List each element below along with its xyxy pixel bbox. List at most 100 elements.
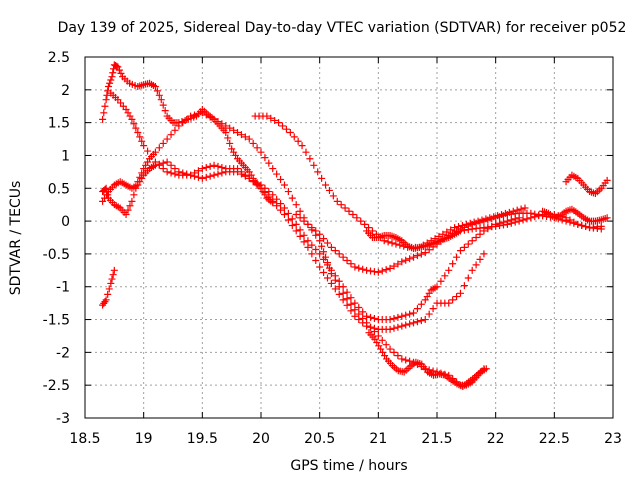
y-tick-label: -3 [56,411,70,427]
data-point [515,217,523,225]
data-point [318,242,326,250]
data-point [417,250,425,258]
data-point [347,300,355,308]
data-point [331,247,339,255]
data-point [582,223,590,231]
data-point [482,365,490,373]
data-point [476,255,484,263]
data-point [476,218,484,226]
data-point [349,211,357,219]
data-point [325,186,333,194]
y-tick-label: 2.5 [48,50,70,66]
data-point [226,124,234,132]
data-point [312,246,320,254]
data-point [480,250,488,258]
data-point [128,197,136,205]
data-point [298,142,306,150]
data-point [210,171,218,179]
x-tick-label: 23 [604,431,622,447]
data-point [318,174,326,182]
data-point [335,290,343,298]
data-point [249,139,257,147]
data-point [499,212,507,220]
data-point [234,128,242,136]
data-point [245,135,253,143]
y-tick-label: 0.5 [48,181,70,197]
data-point [370,314,378,322]
data-point [327,243,335,251]
x-tick-labels: 18.5 19 19.5 20 20.5 21 21.5 22 22.5 23 [69,431,622,447]
data-point [253,144,261,152]
data-point [280,181,288,189]
data-point [374,268,382,276]
data-point [134,128,142,136]
data-point [159,165,167,173]
data-point [347,307,355,315]
data-point [191,172,199,180]
chart-title: Day 139 of 2025, Sidereal Day-to-day VTE… [58,20,627,36]
data-point [496,213,504,221]
data-point [413,252,421,260]
data-point [214,162,222,170]
data-point [521,204,529,212]
x-tick-label: 20 [252,431,270,447]
data-point [179,119,187,127]
data-point [429,305,437,313]
data-point [359,308,367,316]
data-point [167,131,175,139]
data-point [292,227,300,235]
data-point [562,214,570,222]
series-satellite-track-5 [251,112,529,251]
data-point [488,215,496,223]
data-point [214,118,222,126]
data-point [296,232,304,240]
data-point [302,148,310,156]
data-point [355,304,363,312]
data-point [210,115,218,123]
data-point [464,226,472,234]
data-point [476,230,484,238]
data-point [102,96,110,104]
data-point [187,112,195,120]
data-point [441,272,449,280]
data-point [368,227,376,235]
x-tick-label: 20.5 [304,431,335,447]
data-point [300,238,308,246]
data-point [388,239,396,247]
data-point [144,147,152,155]
data-point [359,265,367,273]
data-point [406,320,414,328]
data-point [222,122,230,130]
data-point [161,107,169,115]
data-point [390,262,398,270]
series-satellite-track-8 [365,329,490,390]
data-point [284,188,292,196]
data-point [386,264,394,272]
data-point [294,137,302,145]
data-point [136,133,144,141]
data-point [159,139,167,147]
data-point [363,322,371,330]
data-point [384,238,392,246]
data-point [171,170,179,178]
data-point [151,158,159,166]
data-point [310,161,318,169]
y-tick-label: 1 [61,148,70,164]
data-point [153,87,161,95]
data-point [300,217,308,225]
data-point [280,204,288,212]
data-point [171,126,179,134]
data-point [316,263,324,271]
data-point [265,188,273,196]
data-point [386,316,394,324]
data-point [402,311,410,319]
data-point [447,226,455,234]
data-point [445,266,453,274]
y-tick-label: 0 [61,214,70,230]
data-point [394,260,402,268]
data-point [191,111,199,119]
data-point [132,124,140,132]
data-point [284,216,292,224]
data-point [194,110,202,118]
